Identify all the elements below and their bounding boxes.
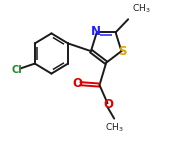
Text: S: S (118, 45, 127, 58)
Text: CH$_3$: CH$_3$ (105, 121, 124, 134)
Text: CH$_3$: CH$_3$ (132, 3, 150, 15)
Text: N: N (91, 25, 101, 38)
Text: O: O (104, 98, 114, 111)
Text: Cl: Cl (11, 65, 22, 75)
Text: O: O (72, 77, 82, 90)
